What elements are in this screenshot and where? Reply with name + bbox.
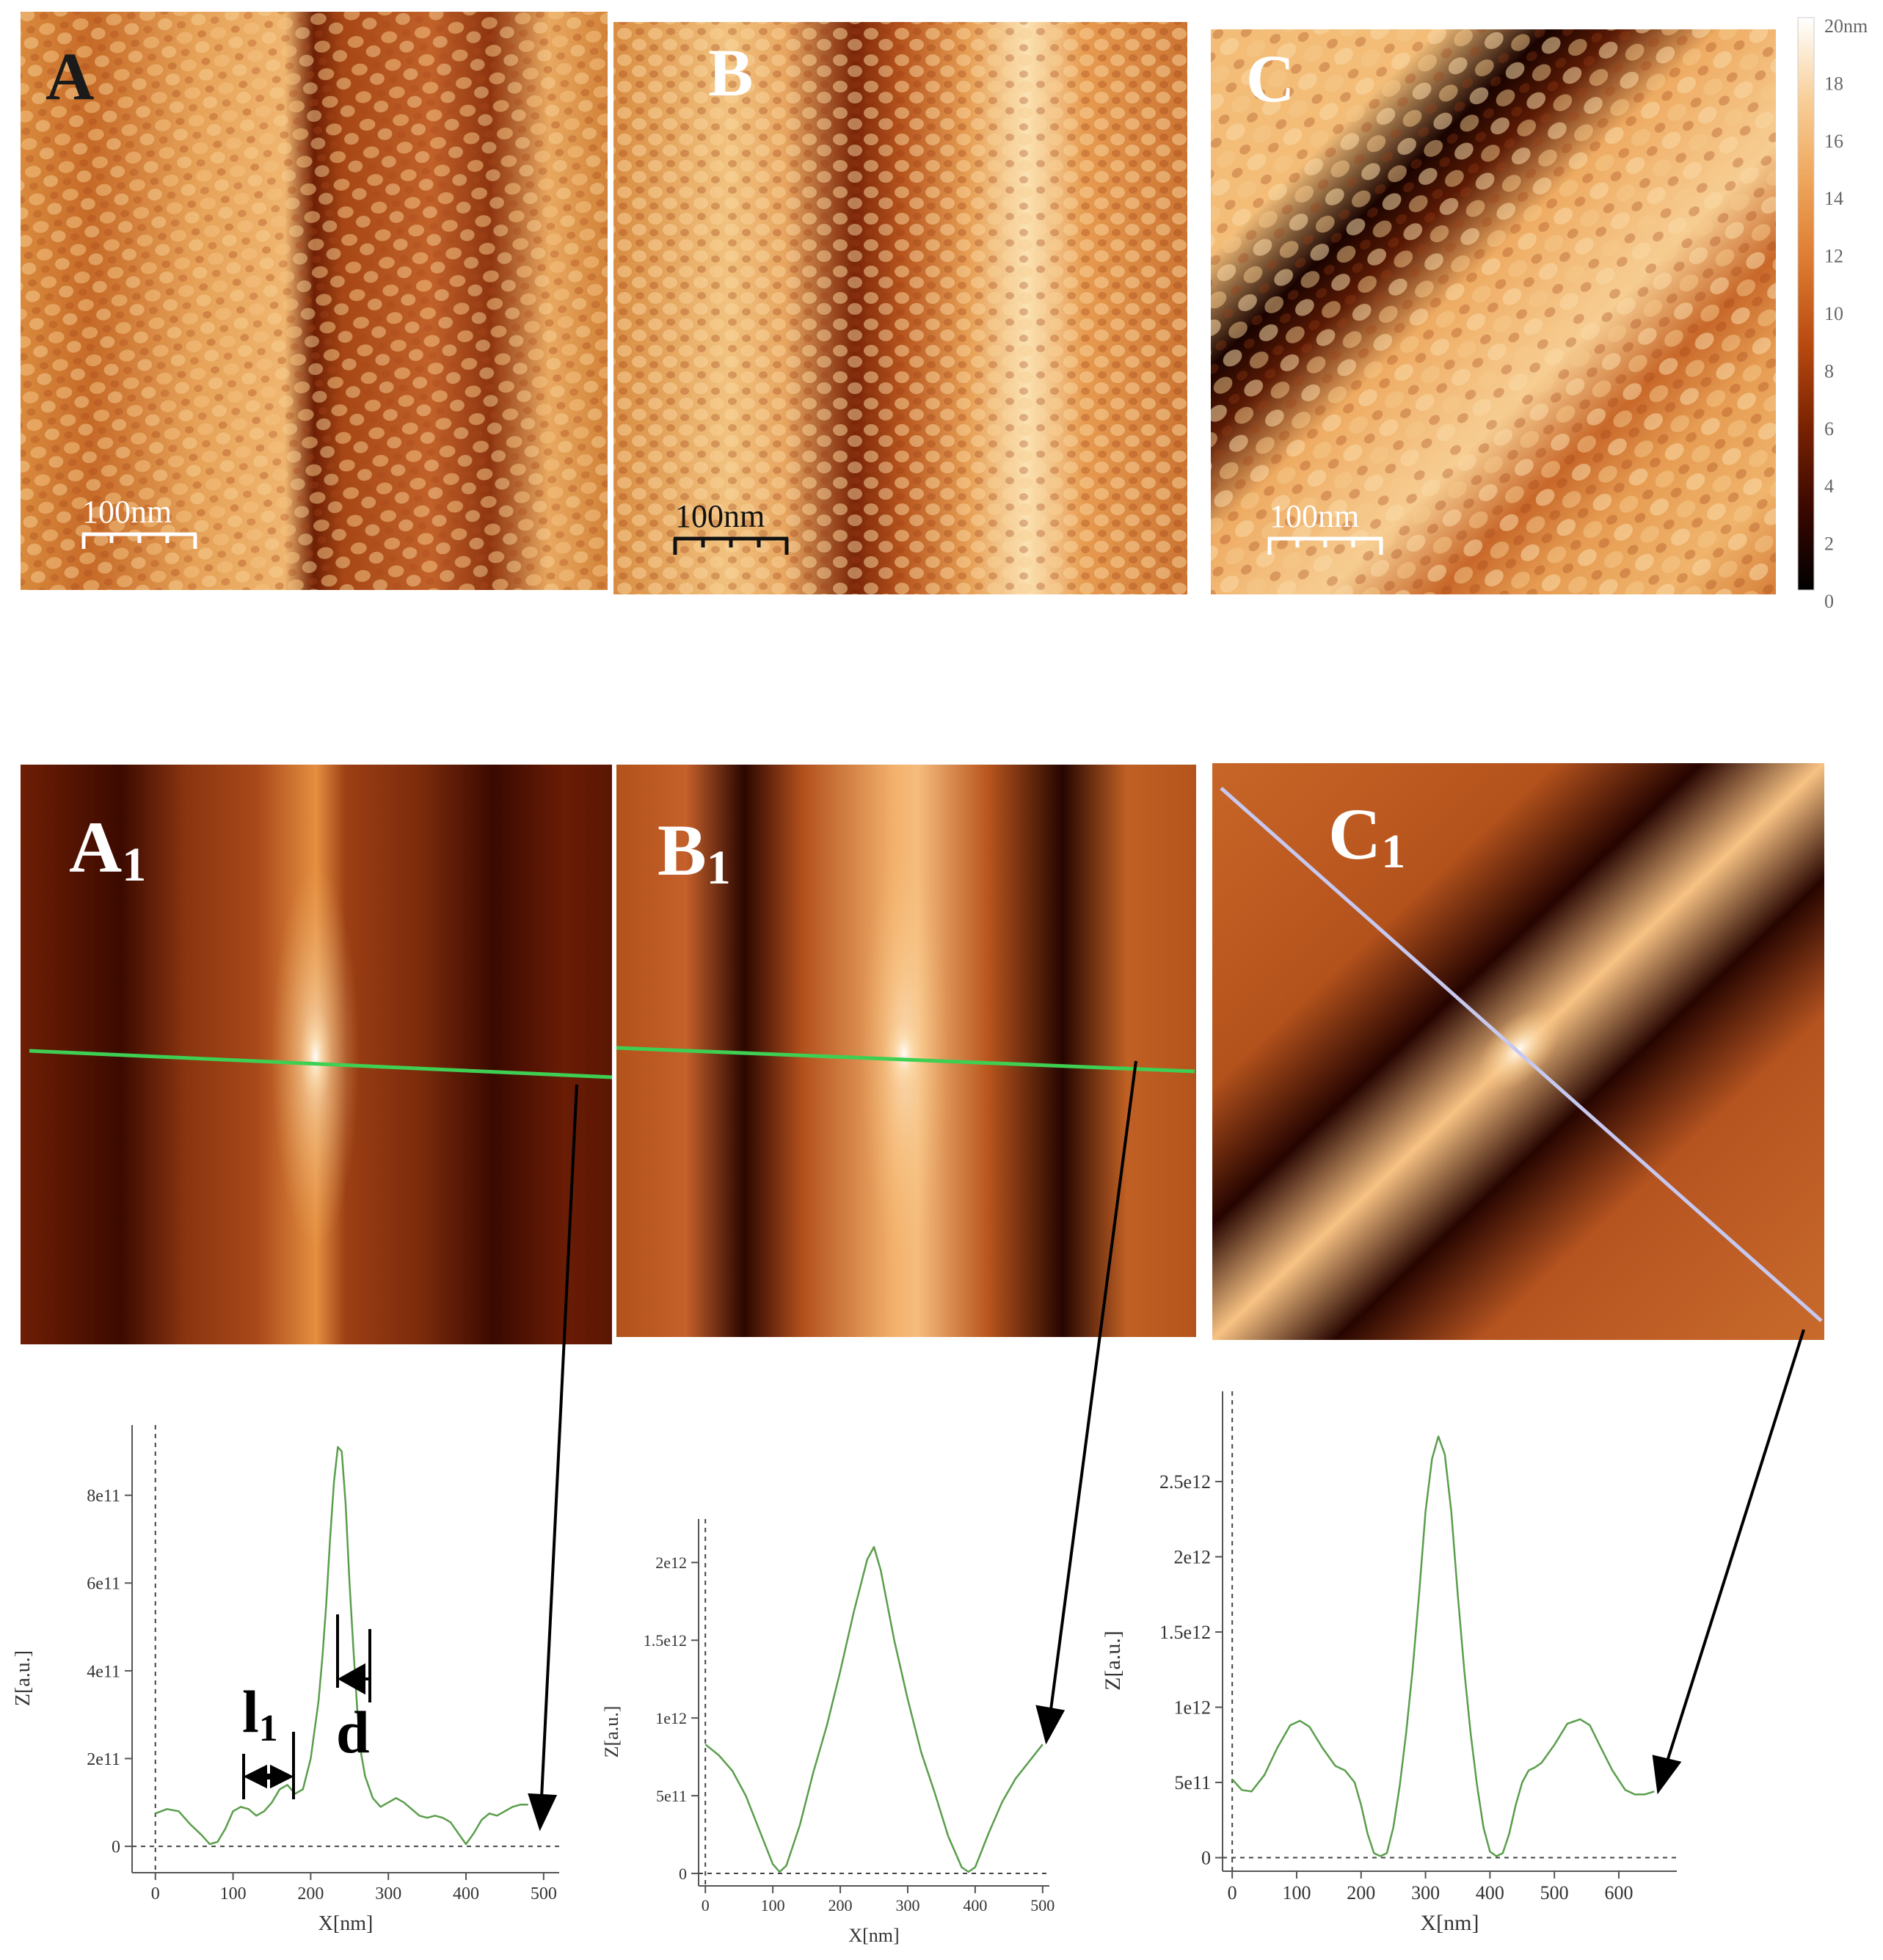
x-tick-label: 0 — [151, 1884, 160, 1903]
colorbar-tick-label: 6 — [1824, 418, 1834, 440]
x-tick-label: 500 — [1540, 1882, 1569, 1903]
colorbar-tick-label: 2 — [1824, 533, 1834, 555]
x-tick-label: 200 — [297, 1884, 324, 1903]
a1-annotation-l1-letter: l — [242, 1678, 259, 1745]
profile-chart-c1: 0 100 200 300 400 500 600 0 5e11 1e12 1.5e12 2e12 2.… — [1101, 1391, 1677, 1935]
y-axis-label: Z[a.u.] — [1101, 1631, 1125, 1691]
y-tick-label: 5e11 — [1174, 1772, 1211, 1793]
height-colorbar: 20nm 18 16 14 12 10 8 6 4 2 0 — [1797, 15, 1868, 612]
colorbar-tick-label: 0 — [1824, 591, 1834, 612]
colorbar-tick-label: 8 — [1824, 360, 1834, 382]
y-tick-label: 2e12 — [1173, 1547, 1211, 1568]
panel-a-letter: A — [45, 39, 94, 114]
colorbar-tick-label: 18 — [1824, 73, 1843, 94]
profile-series-line — [704, 1545, 1044, 1873]
profile-chart-b1: 0 100 200 300 400 500 0 5e11 1e12 1.5e12 2e12 X[nm]… — [601, 1519, 1055, 1946]
panel-a-scalebar — [81, 532, 197, 549]
x-axis-label: X[nm] — [848, 1925, 899, 1946]
a1-profile-line — [29, 1049, 613, 1079]
x-tick-label: 500 — [1030, 1896, 1055, 1915]
fft-panel-b1: B1 — [616, 765, 1196, 1337]
panel-b-letter: B — [708, 35, 753, 110]
afm-panel-b: B 100nm — [613, 22, 1187, 594]
y-tick-label: 4e11 — [87, 1662, 120, 1681]
colorbar-tick-label: 16 — [1824, 131, 1843, 152]
x-tick-label: 100 — [761, 1896, 785, 1915]
colorbar-tick-label: 4 — [1824, 476, 1834, 497]
colorbar-tick-label: 12 — [1824, 246, 1843, 267]
y-tick-label: 0 — [1201, 1848, 1211, 1869]
panel-c1-sub: 1 — [1381, 825, 1405, 878]
y-tick-label: 5e11 — [656, 1787, 687, 1805]
x-tick-label: 300 — [375, 1884, 401, 1903]
y-tick-label: 2e11 — [87, 1750, 120, 1769]
y-tick-label: 2e12 — [655, 1553, 687, 1572]
panel-c-letter: C — [1246, 41, 1294, 116]
x-tick-label: 600 — [1604, 1882, 1633, 1903]
y-tick-label: 1e12 — [1173, 1697, 1211, 1719]
fft-panel-a1: A1 — [21, 765, 613, 1344]
x-tick-label: 300 — [1411, 1882, 1440, 1903]
profile-chart-a1: 0 100 200 300 400 500 0 2e11 4e11 6e11 8e11 X[nm] Z[… — [12, 1425, 559, 1935]
colorbar-tick-label: 10 — [1824, 303, 1843, 324]
y-tick-label: 0 — [679, 1865, 687, 1883]
afm-panel-c: C 100nm — [1211, 29, 1776, 594]
panel-b-scalebar — [673, 536, 789, 555]
y-tick-label: 8e11 — [87, 1487, 120, 1506]
colorbar-tick-label: 14 — [1824, 188, 1843, 209]
a1-annotation-d: d — [336, 1699, 370, 1766]
a1-annotation-l1: l1 — [242, 1678, 278, 1749]
x-tick-label: 400 — [453, 1884, 479, 1903]
x-tick-label: 100 — [220, 1884, 247, 1903]
profile-series-line — [1231, 1435, 1655, 1857]
y-tick-label: 6e11 — [87, 1575, 120, 1594]
x-axis-label: X[nm] — [1421, 1911, 1479, 1935]
x-tick-label: 100 — [1282, 1882, 1311, 1903]
y-tick-label: 2.5e12 — [1159, 1471, 1211, 1493]
panel-c-scalebar-label: 100nm — [1270, 498, 1359, 534]
connector-arrows — [528, 1060, 1805, 1832]
y-tick-label: 0 — [112, 1838, 120, 1857]
a1-annotation-l1-sub: 1 — [259, 1708, 278, 1749]
x-tick-label: 200 — [828, 1896, 853, 1915]
a1-annotations — [242, 1614, 371, 1799]
profile-series-line — [155, 1446, 528, 1846]
afm-panel-a: A 100nm — [21, 12, 608, 590]
y-tick-label: 1e12 — [655, 1709, 687, 1727]
y-tick-label: 1.5e12 — [644, 1631, 687, 1650]
fft-panel-c1: C1 — [1212, 763, 1824, 1340]
y-tick-label: 1.5e12 — [1159, 1622, 1211, 1643]
panel-c1-label: C1 — [1328, 793, 1405, 878]
x-axis-label: X[nm] — [318, 1912, 374, 1935]
x-tick-label: 500 — [531, 1884, 557, 1903]
panel-a1-sub: 1 — [122, 838, 146, 892]
panel-a-scalebar-label: 100nm — [82, 494, 172, 530]
panel-b-scalebar-label: 100nm — [675, 498, 765, 534]
colorbar-tick-label: 20nm — [1824, 15, 1868, 37]
x-tick-label: 300 — [895, 1896, 919, 1915]
panel-a1-label: A1 — [69, 806, 146, 892]
y-axis-label: Z[a.u.] — [12, 1650, 34, 1706]
panel-c1-letter: C — [1328, 793, 1381, 875]
panel-c-scalebar — [1267, 536, 1383, 555]
x-tick-label: 0 — [1228, 1882, 1237, 1903]
panel-b1-sub: 1 — [707, 841, 731, 895]
panel-b1-label: B1 — [658, 809, 731, 895]
colorbar-gradient — [1797, 17, 1815, 591]
c1-profile-line — [1220, 787, 1823, 1322]
x-tick-label: 200 — [1347, 1882, 1375, 1903]
x-tick-label: 400 — [963, 1896, 987, 1915]
y-axis-label: Z[a.u.] — [601, 1706, 622, 1758]
panel-a1-letter: A — [69, 806, 122, 888]
panel-b1-letter: B — [658, 809, 707, 891]
b1-profile-line — [616, 1046, 1195, 1074]
x-tick-label: 400 — [1476, 1882, 1504, 1903]
x-tick-label: 0 — [702, 1896, 710, 1915]
